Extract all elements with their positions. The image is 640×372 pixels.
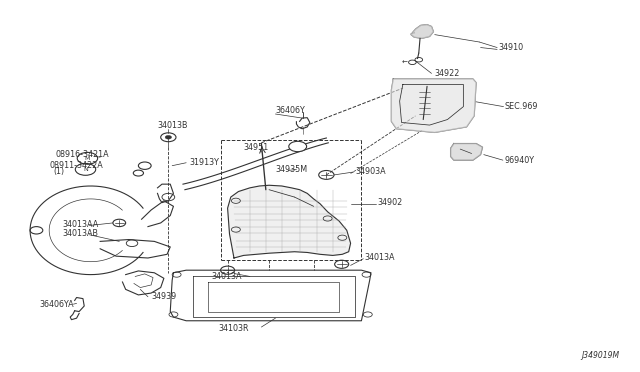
Text: ←: ←	[402, 59, 408, 65]
Text: SEC.969: SEC.969	[505, 102, 538, 111]
Polygon shape	[411, 25, 433, 38]
Text: N: N	[83, 167, 88, 172]
Polygon shape	[392, 79, 476, 132]
Text: 34902: 34902	[378, 198, 403, 207]
Text: 34935M: 34935M	[275, 165, 307, 174]
Polygon shape	[451, 144, 483, 160]
Text: 34013A: 34013A	[212, 272, 242, 281]
Text: 34013AA: 34013AA	[62, 220, 98, 229]
Text: 34013AB: 34013AB	[62, 230, 98, 238]
Text: 08911-3422A: 08911-3422A	[49, 161, 103, 170]
Text: 34951: 34951	[244, 143, 269, 152]
Text: 34103R: 34103R	[218, 324, 248, 333]
Text: 36406Y: 36406Y	[275, 106, 305, 115]
Circle shape	[165, 135, 172, 139]
Text: 36406YA: 36406YA	[40, 300, 74, 309]
Text: 34903A: 34903A	[355, 167, 386, 176]
Text: 96940Y: 96940Y	[505, 155, 535, 165]
Text: (1): (1)	[54, 167, 65, 176]
Text: 31913Y: 31913Y	[189, 157, 220, 167]
Text: 34013A: 34013A	[365, 253, 395, 263]
Text: 34922: 34922	[435, 69, 460, 78]
Text: 34013B: 34013B	[157, 121, 188, 129]
Circle shape	[289, 141, 307, 152]
Text: 34910: 34910	[499, 43, 524, 52]
Text: 34939: 34939	[151, 292, 177, 301]
Polygon shape	[228, 185, 351, 258]
Text: 08916-3421A: 08916-3421A	[56, 150, 109, 159]
Text: M: M	[84, 156, 90, 161]
Text: J349019M: J349019M	[581, 351, 620, 360]
